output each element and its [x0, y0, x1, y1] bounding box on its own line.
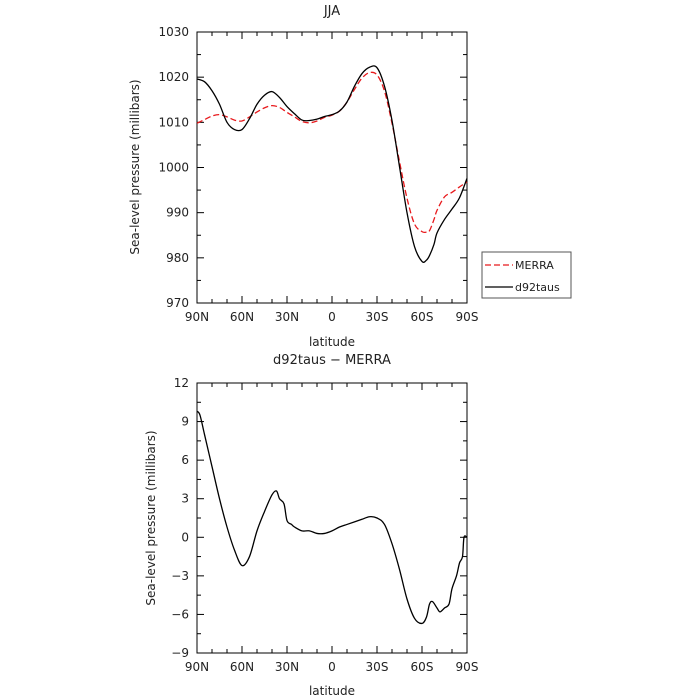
y-tick-label-top: 990	[166, 206, 189, 220]
y-tick-label-bottom: 6	[181, 453, 189, 467]
y-axis-label-bottom: Sea-level pressure (millibars)	[144, 430, 158, 605]
x-tick-label-top: 60N	[230, 310, 254, 324]
legend-label-d92taus: d92taus	[515, 281, 560, 294]
y-tick-label-bottom: 9	[181, 415, 189, 429]
y-tick-label-bottom: −9	[171, 646, 189, 660]
legend-label-merra: MERRA	[515, 259, 554, 272]
x-tick-label-bottom: 60N	[230, 660, 254, 674]
x-tick-label-bottom: 60S	[411, 660, 434, 674]
series-line-merra	[196, 71, 468, 234]
chart-title-bottom: d92taus − MERRA	[273, 353, 391, 368]
x-tick-label-top: 30N	[275, 310, 299, 324]
y-tick-label-bottom: −6	[171, 607, 189, 621]
x-tick-label-bottom: 0	[328, 660, 336, 674]
x-axis-label-top: latitude	[309, 335, 355, 349]
series-bottom	[196, 410, 468, 625]
y-tick-label-top: 980	[166, 251, 189, 265]
plot-frame-top	[196, 31, 468, 304]
series-top	[196, 65, 468, 263]
plot-frame-bottom	[196, 382, 468, 654]
ticks-top: 90N 60N 30N 0 30S 60S 90S 970 980 990 1000 1010 1020…	[158, 25, 478, 324]
x-tick-label-bottom: 90S	[456, 660, 479, 674]
series-line-d92taus	[196, 65, 468, 263]
chart-title-top: JJA	[323, 4, 340, 19]
y-tick-label-top: 970	[166, 296, 189, 310]
y-tick-label-bottom: 12	[174, 376, 189, 390]
x-tick-label-bottom: 90N	[185, 660, 209, 674]
x-tick-label-bottom: 30S	[366, 660, 389, 674]
y-tick-label-top: 1020	[158, 70, 189, 84]
y-axis-label-top: Sea-level pressure (millibars)	[128, 79, 142, 254]
x-tick-label-top: 90S	[456, 310, 479, 324]
x-tick-label-top: 60S	[411, 310, 434, 324]
chart-top: JJA latitude Sea-level pressure (milliba…	[128, 4, 478, 349]
chart-bottom: d92taus − MERRA latitude Sea-level press…	[144, 353, 478, 698]
x-axis-label-bottom: latitude	[309, 684, 355, 698]
legend: MERRA d92taus	[481, 251, 572, 299]
y-tick-label-top: 1030	[158, 25, 189, 39]
series-line-difference	[196, 410, 468, 625]
ticks-bottom: 90N 60N 30N 0 30S 60S 90S −9 −6 −3 0 3 6 9 12	[171, 376, 478, 674]
y-tick-label-top: 1010	[158, 115, 189, 129]
y-tick-label-bottom: 3	[181, 492, 189, 506]
legend-box	[481, 251, 572, 299]
y-tick-label-top: 1000	[158, 161, 189, 175]
x-tick-label-bottom: 30N	[275, 660, 299, 674]
x-tick-label-top: 0	[328, 310, 336, 324]
y-tick-label-bottom: −3	[171, 569, 189, 583]
x-tick-label-top: 30S	[366, 310, 389, 324]
y-tick-label-bottom: 0	[181, 530, 189, 544]
x-tick-label-top: 90N	[185, 310, 209, 324]
